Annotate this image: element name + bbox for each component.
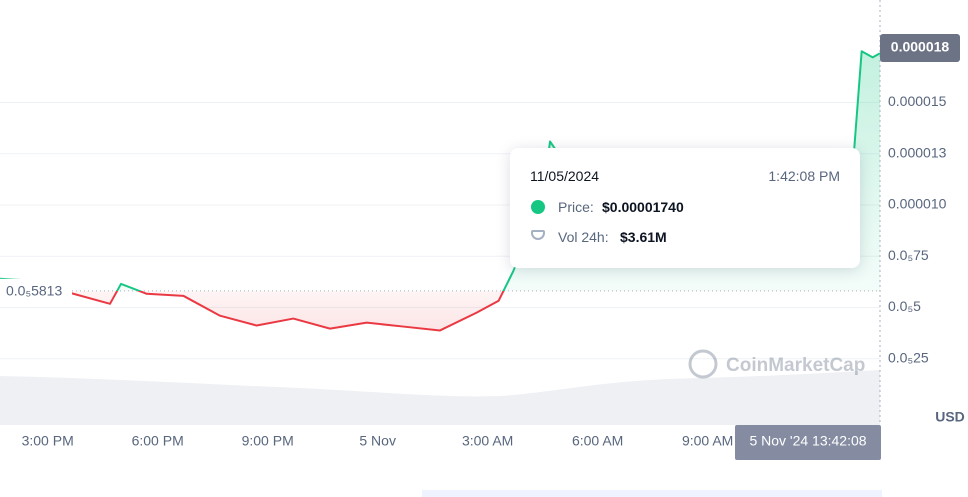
x-tick-label: 3:00 PM [22, 433, 74, 449]
x-tick-label: 9:00 PM [242, 433, 294, 449]
tooltip: 11/05/2024 1:42:08 PM Price: $0.00001740… [510, 148, 860, 268]
x-tick-label: 5 Nov [359, 433, 396, 449]
tooltip-price: $0.00001740 [602, 199, 684, 215]
tooltip-time: 1:42:08 PM [768, 168, 840, 184]
tooltip-volume-label: Vol 24h: [558, 229, 609, 245]
volume-icon [531, 230, 545, 240]
price-dot [531, 200, 545, 214]
x-tick-label: 6:00 PM [132, 433, 184, 449]
y-tick-label: 0.000013 [888, 144, 947, 160]
watermark-text: CoinMarketCap [726, 355, 865, 376]
crosshair-label: 5 Nov '24 13:42:08 [749, 433, 866, 449]
y-tick-label: 0.000015 [888, 93, 947, 109]
y-tick-label: 0.0₅5 [888, 298, 921, 314]
price-tag-label: 0.000018 [891, 39, 950, 55]
reference-label-box [0, 278, 72, 303]
tooltip-volume: $3.61M [620, 229, 667, 245]
x-tick-label: 6:00 AM [572, 433, 623, 449]
watermark: CoinMarketCap [688, 349, 865, 379]
price-tag [880, 34, 960, 62]
tooltip-price-label: Price: [558, 199, 594, 215]
y-tick-label: 0.0₅75 [888, 247, 929, 263]
tooltip-date: 11/05/2024 [530, 168, 600, 184]
volume-area [0, 370, 880, 425]
x-tick-label: 3:00 AM [462, 433, 513, 449]
crosshair-box [735, 425, 881, 460]
scrollbar [422, 490, 882, 497]
y-tick-label: 0.0₅25 [888, 349, 929, 365]
currency-label: USD [935, 409, 965, 425]
y-tick-label: 0.000010 [888, 196, 947, 212]
reference-label: 0.0₅5813 [6, 283, 62, 299]
x-tick-label: 9:00 AM [682, 433, 733, 449]
